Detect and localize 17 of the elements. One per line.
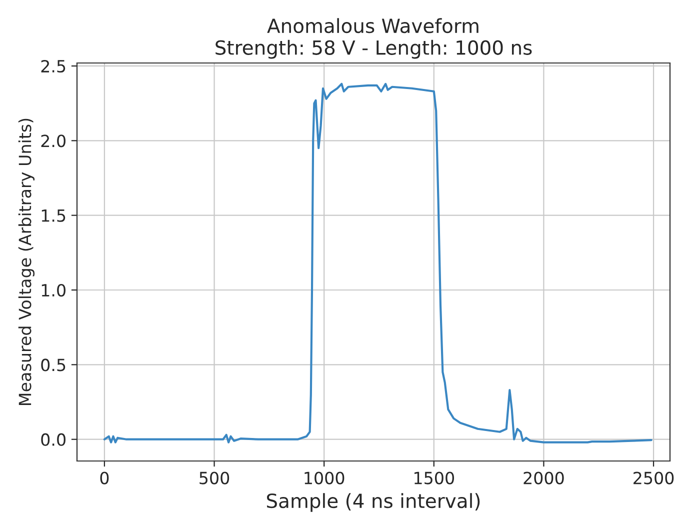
x-tick-label: 1500 bbox=[414, 472, 454, 484]
x-tick-label: 2500 bbox=[634, 472, 674, 484]
y-tick-label: 2.5 bbox=[41, 60, 66, 73]
x-tick-label: 1000 bbox=[304, 472, 344, 484]
x-tick-label: 0 bbox=[100, 472, 109, 484]
x-axis-title: Sample (4 ns interval) bbox=[266, 493, 480, 512]
chart-subtitle: Strength: 58 V - Length: 1000 ns bbox=[216, 40, 532, 59]
y-tick-label: 0.5 bbox=[41, 358, 66, 372]
chart-title: Anomalous Waveform bbox=[267, 18, 478, 34]
y-tick-label: 0.0 bbox=[41, 433, 66, 446]
y-tick-label: 1.5 bbox=[42, 210, 66, 222]
line-series bbox=[103, 82, 652, 444]
y-tick-label: 1.0 bbox=[42, 284, 66, 297]
y-tick-label: 2.0 bbox=[41, 134, 66, 148]
x-tick-label: 500 bbox=[200, 472, 230, 484]
y-axis-title: Measured Voltage (Arbitrary Units) bbox=[18, 118, 35, 405]
x-tick-label: 2000 bbox=[524, 472, 564, 484]
